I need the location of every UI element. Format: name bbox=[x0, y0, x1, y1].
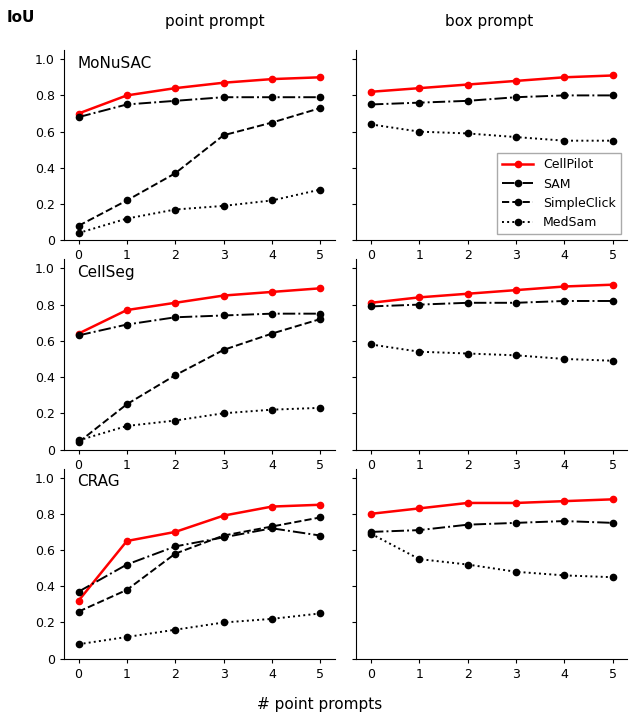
Text: IoU: IoU bbox=[6, 10, 35, 25]
Text: # point prompts: # point prompts bbox=[257, 697, 383, 712]
Text: point prompt: point prompt bbox=[164, 14, 264, 29]
Text: box prompt: box prompt bbox=[445, 14, 534, 29]
Legend: CellPilot, SAM, SimpleClick, MedSam: CellPilot, SAM, SimpleClick, MedSam bbox=[497, 153, 621, 234]
Text: MoNuSAC: MoNuSAC bbox=[77, 56, 152, 71]
Text: CellSeg: CellSeg bbox=[77, 265, 135, 280]
Text: CRAG: CRAG bbox=[77, 474, 120, 489]
